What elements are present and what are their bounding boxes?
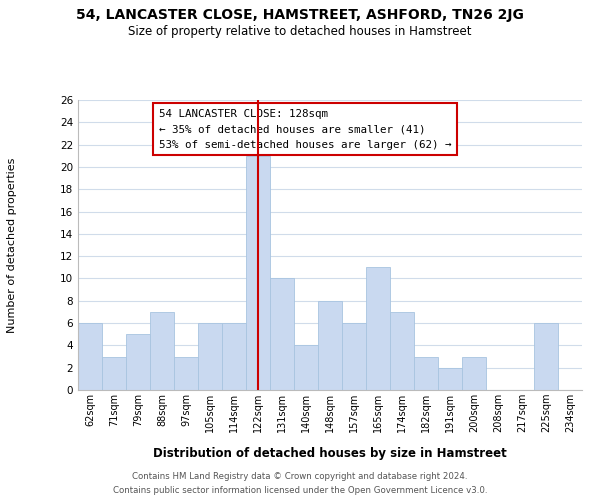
Text: Distribution of detached houses by size in Hamstreet: Distribution of detached houses by size … [153,448,507,460]
Text: Contains HM Land Registry data © Crown copyright and database right 2024.: Contains HM Land Registry data © Crown c… [132,472,468,481]
Bar [390,312,414,390]
Bar [126,334,150,390]
Bar [270,278,294,390]
Text: Number of detached properties: Number of detached properties [7,158,17,332]
Bar [534,323,558,390]
Bar [318,301,342,390]
Bar [246,156,270,390]
Bar [462,356,486,390]
Bar [294,346,318,390]
Text: 54 LANCASTER CLOSE: 128sqm
← 35% of detached houses are smaller (41)
53% of semi: 54 LANCASTER CLOSE: 128sqm ← 35% of deta… [158,108,451,150]
Bar [414,356,438,390]
Bar [102,356,126,390]
Text: Size of property relative to detached houses in Hamstreet: Size of property relative to detached ho… [128,25,472,38]
Bar [222,323,246,390]
Bar [78,323,102,390]
Bar [150,312,174,390]
Bar [366,268,390,390]
Bar [438,368,462,390]
Bar [174,356,198,390]
Text: 54, LANCASTER CLOSE, HAMSTREET, ASHFORD, TN26 2JG: 54, LANCASTER CLOSE, HAMSTREET, ASHFORD,… [76,8,524,22]
Text: Contains public sector information licensed under the Open Government Licence v3: Contains public sector information licen… [113,486,487,495]
Bar [198,323,222,390]
Bar [342,323,366,390]
